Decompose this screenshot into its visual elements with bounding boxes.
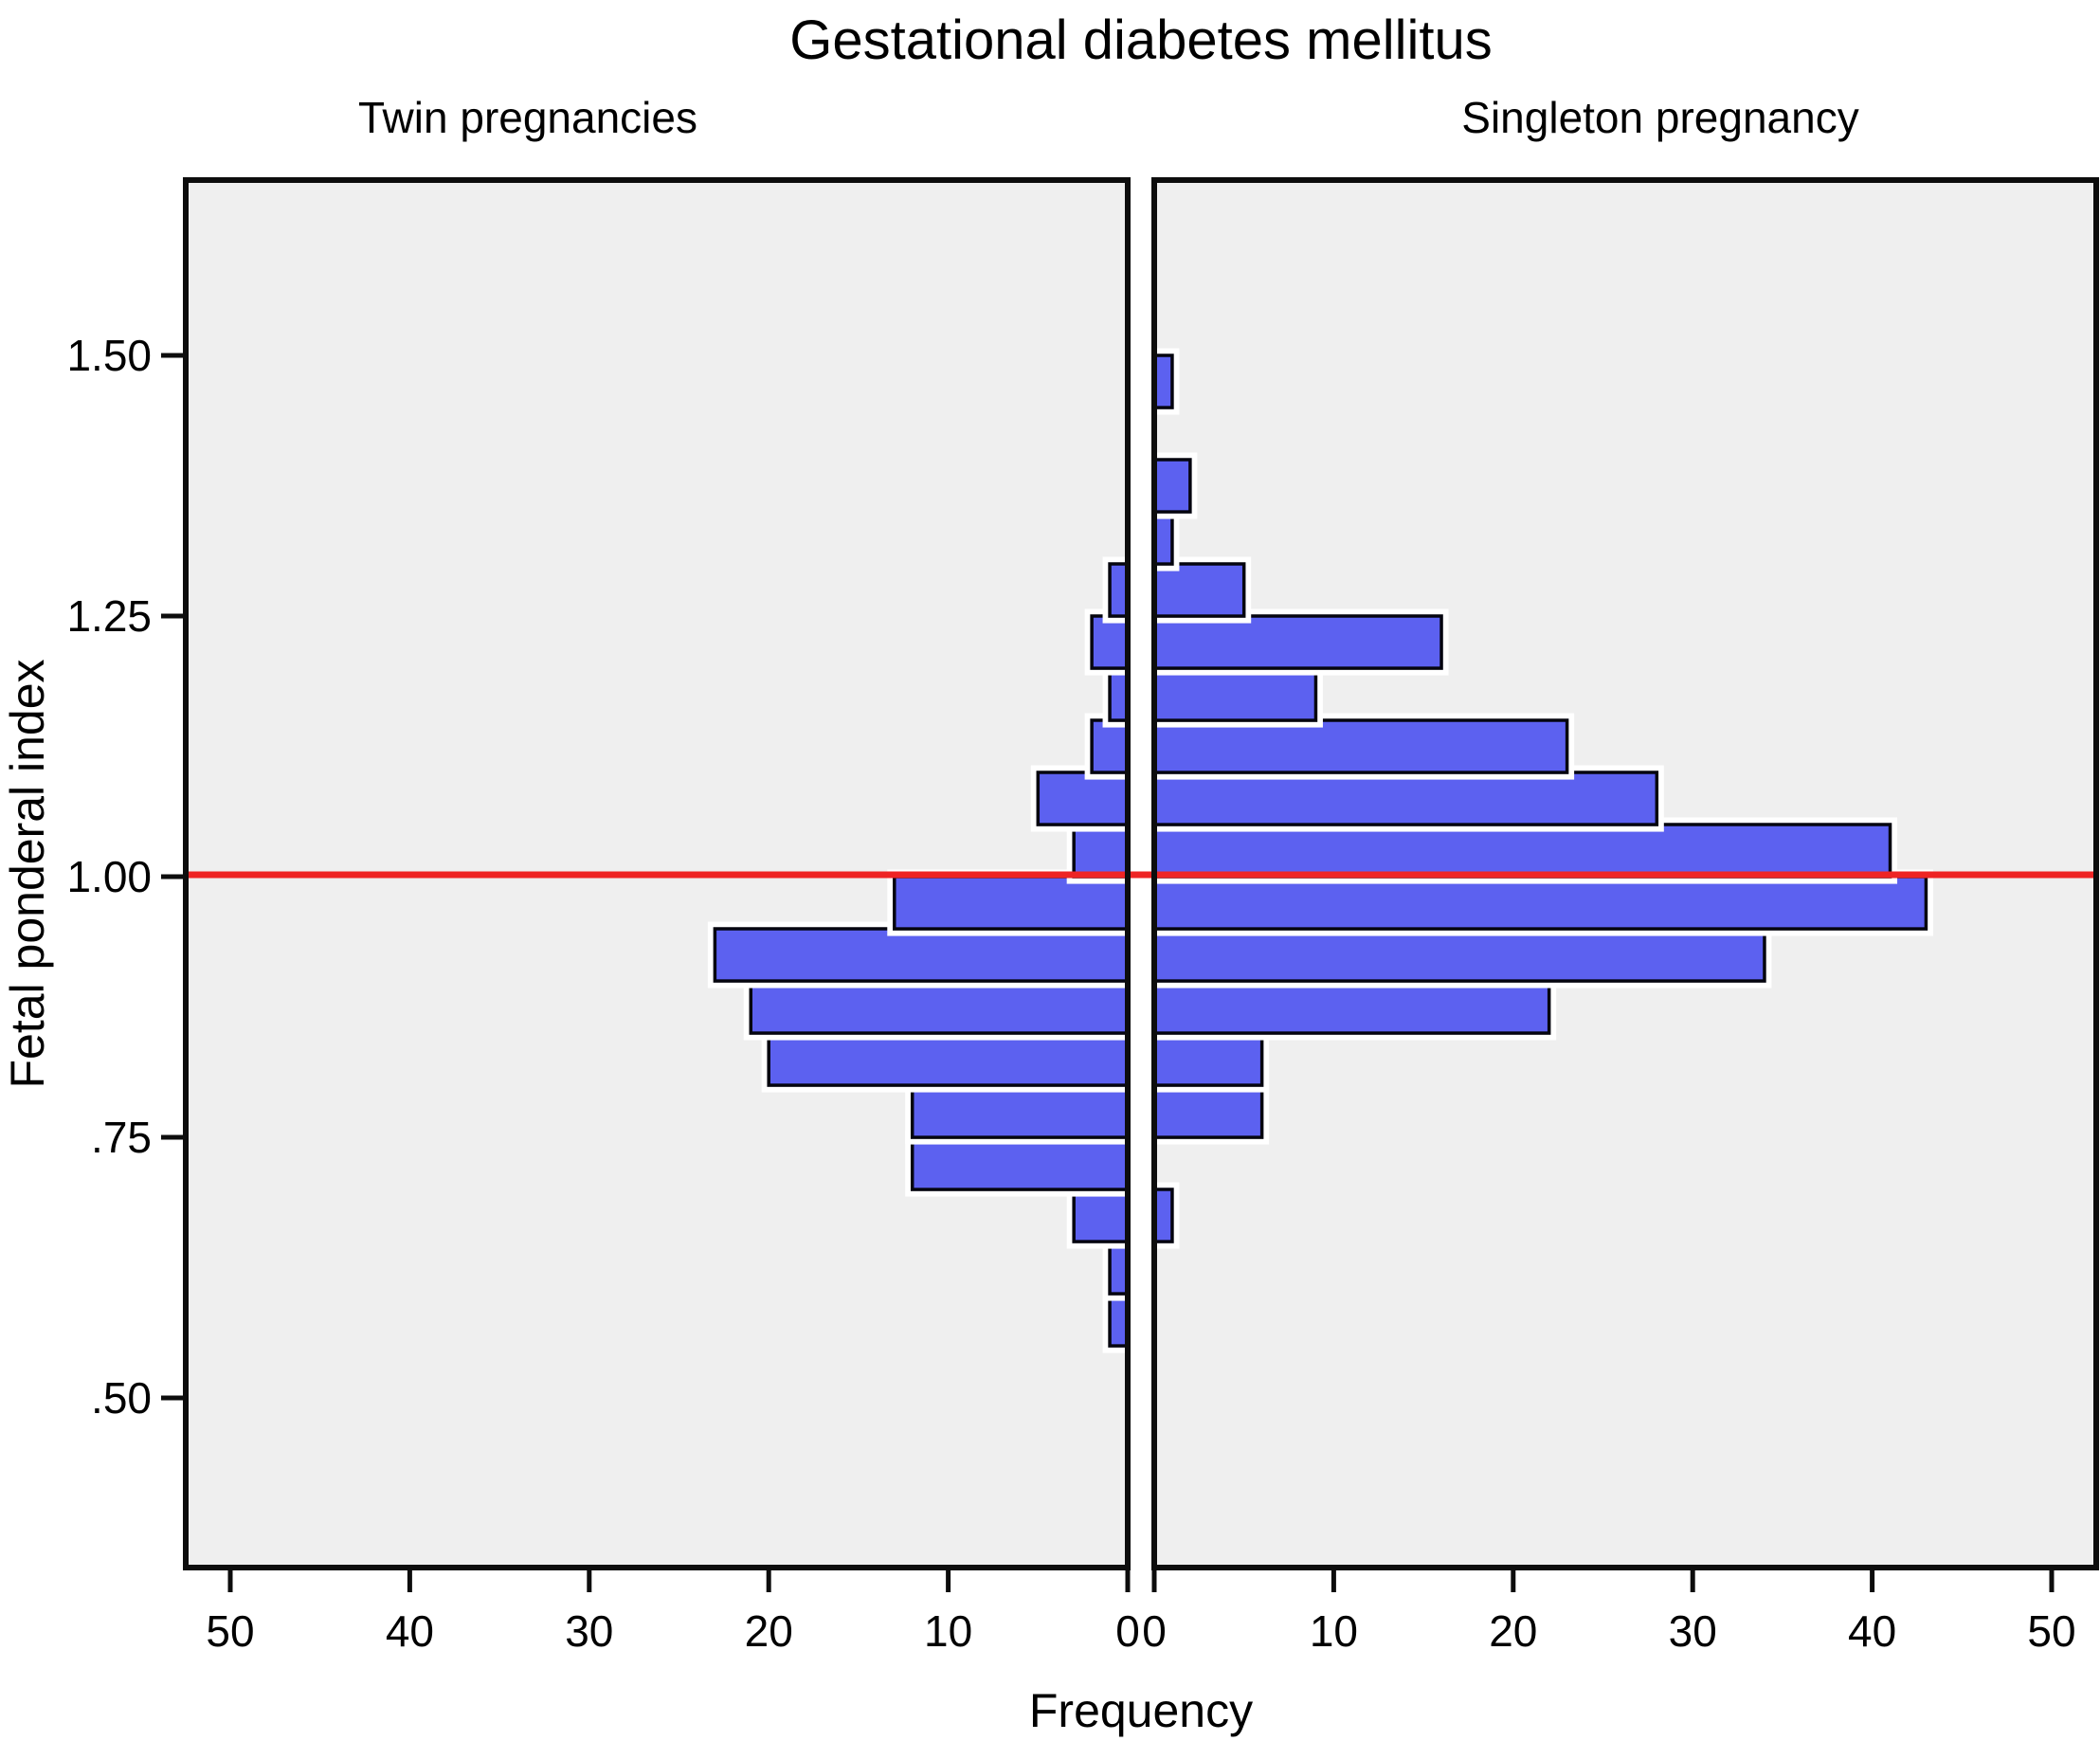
x-tick-label-right: 30 [1669,1606,1717,1656]
singleton-bar-0.95 [1152,875,1928,931]
y-tick-label: .50 [91,1373,152,1423]
x-tick-label-right: 40 [1848,1606,1896,1656]
twin-bar-0.95 [893,875,1130,931]
x-tick-label-left: 20 [745,1606,793,1656]
x-tick-label-left: 40 [386,1606,434,1656]
y-tick-label: 1.25 [66,591,152,641]
chart-title: Gestational diabetes mellitus [789,9,1493,71]
singleton-bar-0.85 [1152,979,1551,1035]
x-tick-label-right: 50 [2027,1606,2075,1656]
twin-bar-1.00 [1072,823,1130,879]
x-tick-label-left: 0 [1115,1606,1140,1656]
y-axis-label: Fetal ponderal index [1,659,54,1088]
left-panel-title: Twin pregnancies [358,93,697,142]
singleton-bar-1.35 [1152,458,1192,514]
right-panel-title: Singleton pregnancy [1461,93,1858,142]
y-tick-label: 1.50 [66,331,152,380]
singleton-bar-1.20 [1152,614,1443,670]
y-tick-label: .75 [91,1113,152,1162]
x-tick-label-right: 10 [1310,1606,1358,1656]
left-panel-frame [183,177,1131,1570]
x-tick-label-left: 30 [565,1606,613,1656]
twin-bar-0.90 [713,927,1130,983]
singleton-bar-0.90 [1152,927,1766,983]
twin-bar-0.80 [767,1031,1130,1087]
plot-area: 1.50 1.25 1.00 .75 .50 50 40 30 20 10 0 0 10 20 30 40 50 [66,177,2099,1656]
twin-bar-0.70 [910,1135,1130,1191]
singleton-bar-1.15 [1152,666,1318,722]
singleton-bar-1.00 [1152,823,1892,879]
twin-bar-0.75 [910,1083,1130,1139]
twin-bar-1.10 [1090,718,1130,774]
twin-bar-0.85 [749,979,1130,1035]
singleton-bar-1.10 [1152,718,1569,774]
singleton-bar-0.80 [1152,1031,1264,1087]
singleton-bar-0.75 [1152,1083,1264,1139]
right-panel-frame [1151,177,2099,1570]
twin-bar-0.65 [1072,1188,1130,1243]
x-tick-label-right: 0 [1142,1606,1167,1656]
x-tick-label-left: 10 [924,1606,972,1656]
singleton-bar-1.25 [1152,562,1246,618]
y-tick-label: 1.00 [66,852,152,901]
twin-bar-1.05 [1036,771,1130,826]
singleton-bar-1.05 [1152,771,1659,826]
x-axis-label: Frequency [1029,1684,1253,1737]
x-tick-label-left: 50 [206,1606,254,1656]
x-tick-label-right: 20 [1489,1606,1537,1656]
twin-bar-1.20 [1090,614,1130,670]
